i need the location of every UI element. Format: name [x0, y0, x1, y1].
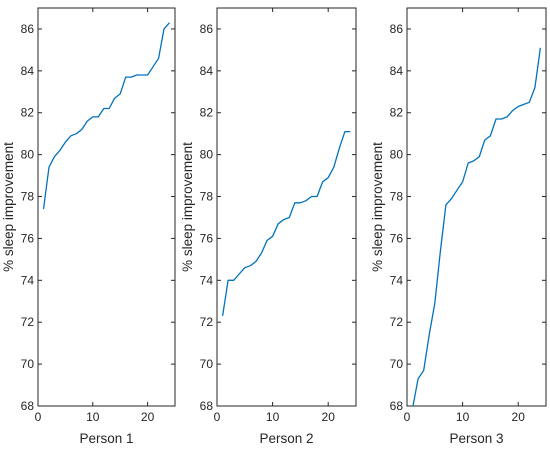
x-tick-label: 10 [456, 410, 470, 424]
x-axis-label: Person 3 [449, 431, 503, 446]
y-tick-label: 80 [21, 148, 35, 162]
x-tick-label: 10 [86, 410, 100, 424]
y-tick-label: 76 [390, 231, 404, 245]
y-tick-label: 86 [390, 22, 404, 36]
y-axis-label: % sleep improvement [370, 142, 385, 272]
x-axis-label: Person 2 [259, 431, 313, 446]
x-tick-label: 0 [404, 410, 411, 424]
series-line [221, 130, 351, 316]
y-axis-label: % sleep improvement [180, 142, 195, 272]
subplot-1: 68 70 72 74 76 78 80 82 84 86 0 10 20 Person 1 % sleep… [1, 7, 176, 446]
x-tick-label: 20 [512, 410, 526, 424]
y-tick-label: 72 [390, 315, 404, 329]
y-tick-label: 82 [21, 106, 35, 120]
y-tick-label: 82 [200, 106, 214, 120]
y-tick-label: 72 [21, 315, 35, 329]
y-tick-label: 74 [390, 273, 404, 287]
y-tick-label: 74 [200, 273, 214, 287]
subplot-3: 68 70 72 74 76 78 80 82 84 86 0 10 20 Person 3 % sleep… [370, 7, 547, 446]
x-tick-label: 20 [141, 410, 155, 424]
y-tick-label: 76 [21, 231, 35, 245]
series-line [42, 22, 170, 210]
y-tick-label: 78 [21, 190, 35, 204]
y-tick-label: 68 [21, 399, 35, 413]
axes-box [216, 7, 357, 407]
y-tick-label: 72 [200, 315, 214, 329]
y-tick-label: 82 [390, 106, 404, 120]
x-tick-label: 0 [35, 410, 42, 424]
subplot-2: 68 70 72 74 76 78 80 82 84 86 0 10 20 Person 2 % sleep… [180, 7, 357, 446]
y-tick-label: 84 [21, 64, 35, 78]
y-tick-label: 76 [200, 231, 214, 245]
axes-box [37, 7, 176, 407]
y-tick-label: 86 [200, 22, 214, 36]
series-line [412, 47, 542, 406]
y-tick-label: 70 [390, 357, 404, 371]
x-tick-label: 10 [266, 410, 280, 424]
axes-box [406, 7, 547, 407]
y-tick-label: 68 [200, 399, 214, 413]
y-tick-label: 68 [390, 399, 404, 413]
y-tick-label: 84 [200, 64, 214, 78]
y-tick-label: 78 [390, 190, 404, 204]
y-tick-label: 84 [390, 64, 404, 78]
y-tick-label: 70 [200, 357, 214, 371]
y-tick-label: 78 [200, 190, 214, 204]
y-tick-label: 70 [21, 357, 35, 371]
y-axis-label: % sleep improvement [1, 142, 16, 272]
y-tick-label: 80 [390, 148, 404, 162]
y-tick-label: 86 [21, 22, 35, 36]
x-tick-label: 0 [214, 410, 221, 424]
y-tick-label: 80 [200, 148, 214, 162]
x-tick-label: 20 [322, 410, 336, 424]
y-tick-label: 74 [21, 273, 35, 287]
x-axis-label: Person 1 [79, 431, 133, 446]
